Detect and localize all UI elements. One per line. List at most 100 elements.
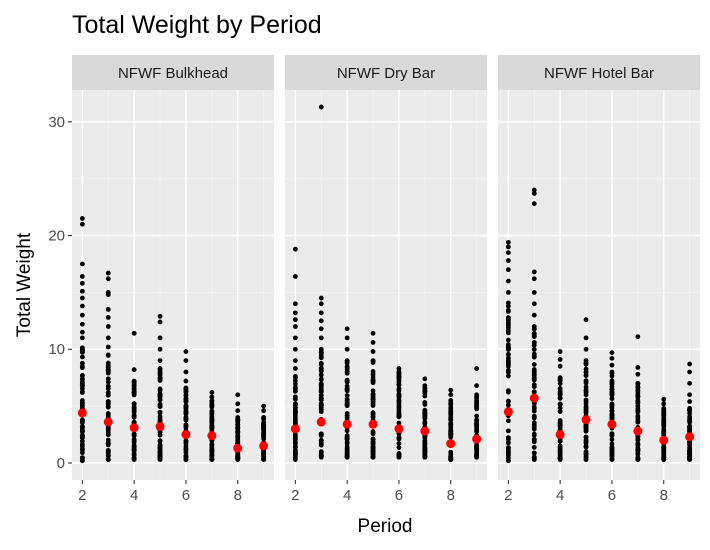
data-point xyxy=(687,414,693,420)
data-point xyxy=(583,405,589,410)
data-point xyxy=(79,365,85,371)
x-tick-label: 2 xyxy=(291,487,299,504)
outlier-point xyxy=(557,349,563,354)
mean-point xyxy=(342,419,352,429)
facet-strip xyxy=(498,55,700,90)
data-point xyxy=(131,405,137,411)
outlier-point xyxy=(505,258,511,263)
data-point xyxy=(505,445,511,450)
data-point xyxy=(448,457,454,462)
outlier-point xyxy=(292,246,298,252)
outlier-point xyxy=(318,318,324,324)
x-tick-label: 6 xyxy=(608,487,616,504)
mean-point xyxy=(607,419,617,429)
facet-panel: NFWF Dry Bar 2 4 6 8 xyxy=(285,55,487,504)
data-point xyxy=(318,386,324,391)
data-point xyxy=(261,452,267,457)
data-point xyxy=(370,436,376,442)
data-point xyxy=(344,401,350,407)
mean-point xyxy=(555,430,565,440)
data-point xyxy=(474,454,480,460)
data-point xyxy=(105,376,111,382)
data-point xyxy=(505,435,511,441)
data-point xyxy=(448,423,454,429)
data-point xyxy=(635,388,641,394)
data-point xyxy=(474,413,480,419)
mean-point xyxy=(259,441,269,451)
data-point xyxy=(396,393,402,399)
data-point xyxy=(661,413,667,418)
period-series xyxy=(633,334,643,462)
outlier-point xyxy=(635,365,641,370)
data-point xyxy=(183,397,189,402)
data-point xyxy=(557,444,563,450)
data-point xyxy=(531,404,537,410)
data-point xyxy=(505,418,511,424)
outlier-point xyxy=(505,239,511,245)
data-point xyxy=(292,388,298,394)
data-point xyxy=(157,374,163,380)
data-point xyxy=(505,289,511,295)
data-point xyxy=(609,392,615,398)
data-point xyxy=(661,409,667,415)
data-point xyxy=(609,378,615,384)
data-point xyxy=(370,454,376,460)
data-point xyxy=(583,457,589,462)
data-point xyxy=(209,410,215,416)
data-point xyxy=(183,393,189,399)
data-point xyxy=(370,396,376,402)
data-point xyxy=(292,366,298,371)
outlier-point xyxy=(235,408,241,414)
facet-strip xyxy=(72,55,274,90)
data-point xyxy=(557,375,563,381)
facet-strip-label: NFWF Hotel Bar xyxy=(544,65,654,82)
data-point xyxy=(344,393,350,398)
outlier-point xyxy=(79,261,85,267)
mean-point xyxy=(529,393,539,403)
data-point xyxy=(422,419,428,425)
outlier-point xyxy=(183,369,189,375)
data-point xyxy=(396,454,402,460)
outlier-point xyxy=(292,335,298,341)
period-series xyxy=(394,366,404,460)
data-point xyxy=(505,428,511,434)
data-point xyxy=(344,435,350,441)
data-point xyxy=(609,402,615,408)
x-tick-label: 8 xyxy=(447,487,455,504)
outlier-point xyxy=(344,335,350,341)
data-point xyxy=(531,437,537,443)
data-point xyxy=(531,426,537,432)
data-point xyxy=(79,438,85,444)
data-point xyxy=(183,417,189,423)
data-point xyxy=(292,396,298,402)
data-point xyxy=(370,429,376,434)
data-point xyxy=(183,403,189,409)
period-series xyxy=(290,246,300,462)
mean-point xyxy=(368,419,378,429)
outlier-point xyxy=(318,310,324,316)
data-point xyxy=(157,397,163,403)
outlier-point xyxy=(583,346,589,352)
data-point xyxy=(131,457,137,462)
data-point xyxy=(396,441,402,446)
data-point xyxy=(105,386,111,392)
data-point xyxy=(583,428,589,434)
data-point xyxy=(583,440,589,446)
data-point xyxy=(131,401,137,406)
period-series xyxy=(555,349,565,462)
outlier-point xyxy=(79,303,85,309)
outlier-point xyxy=(157,313,163,319)
data-point xyxy=(105,441,111,446)
data-point xyxy=(531,457,537,462)
data-point xyxy=(318,350,324,355)
data-point xyxy=(661,430,667,436)
data-point xyxy=(583,373,589,378)
outlier-point xyxy=(609,350,615,356)
data-point xyxy=(635,441,641,446)
outlier-point xyxy=(292,310,298,316)
data-point xyxy=(609,396,615,402)
data-point xyxy=(370,375,376,380)
outlier-point xyxy=(448,392,454,398)
outlier-point xyxy=(531,312,537,318)
